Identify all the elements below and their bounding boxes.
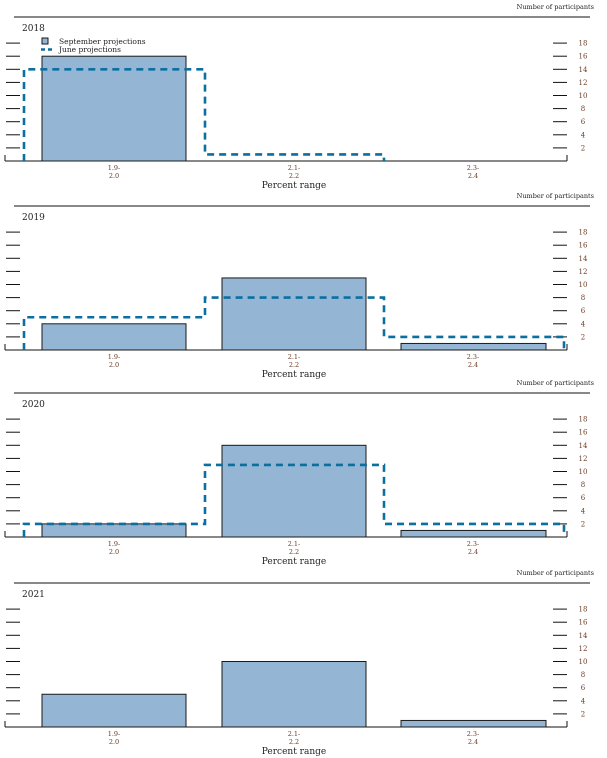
y-tick-label: 12 (579, 455, 588, 463)
y-tick-label: 12 (579, 268, 588, 276)
y-tick-label: 2 (581, 333, 585, 341)
x-tick-label: 2.0 (109, 738, 119, 746)
panel-title: 2018 (22, 24, 45, 34)
y-tick-label: 14 (579, 632, 588, 640)
x-tick-label: 1.9- (108, 540, 121, 548)
bar-september-2 (400, 342, 547, 351)
panel-2018: Number of participants 2018 2 4 6 8 10 12 14 16 18… (4, 3, 594, 191)
y-tick-label: 4 (581, 320, 586, 328)
x-axis-label: Percent range (262, 747, 326, 757)
y-tick-label: 8 (581, 671, 585, 679)
x-tick-label: 2.1- (288, 353, 301, 361)
y-tick-label: 14 (579, 442, 588, 450)
x-tick-label: 2.1- (288, 730, 301, 738)
y-tick-label: 10 (579, 92, 588, 100)
y-axis-label: Number of participants (517, 569, 594, 577)
x-tick-label: 1.9- (108, 164, 121, 172)
x-tick-label: 2.1- (288, 164, 301, 172)
y-tick-label: 18 (579, 606, 588, 614)
x-tick-label: 1.9- (108, 730, 121, 738)
y-tick-label: 4 (581, 507, 586, 515)
y-tick-label: 10 (579, 281, 588, 289)
x-tick-label: 2.4 (468, 548, 478, 556)
june-projection-line (22, 68, 386, 161)
x-tick-label: 2.3- (467, 540, 480, 548)
bar-september-1 (221, 277, 367, 351)
bar-september-2 (400, 529, 547, 538)
x-tick-label: 2.0 (109, 361, 119, 369)
x-tick-label: 2.4 (468, 738, 478, 746)
y-tick-label: 10 (579, 658, 588, 666)
panel-2021: Number of participants 2021 2 4 6 8 10 12 14 16 18… (4, 569, 594, 757)
y-tick-label: 2 (581, 520, 585, 528)
x-tick-label: 2.3- (467, 730, 480, 738)
panel-title: 2019 (22, 213, 45, 223)
x-tick-label: 1.9- (108, 353, 121, 361)
x-tick-label: 2.0 (109, 548, 119, 556)
y-tick-label: 8 (581, 294, 585, 302)
y-tick-label: 16 (579, 429, 588, 437)
y-tick-label: 8 (581, 481, 585, 489)
y-tick-label: 16 (579, 53, 588, 61)
legend-swatch-september (41, 37, 49, 45)
bar-september-2 (400, 719, 547, 728)
x-tick-label: 2.2 (289, 738, 299, 746)
june-projection-line (22, 296, 566, 350)
y-tick-label: 14 (579, 255, 588, 263)
y-tick-label: 6 (581, 684, 586, 692)
panel-title: 2020 (22, 400, 45, 410)
y-tick-label: 10 (579, 468, 588, 476)
y-tick-label: 2 (581, 710, 585, 718)
y-tick-label: 16 (579, 619, 588, 627)
y-tick-label: 2 (581, 144, 585, 152)
y-tick-label: 18 (579, 416, 588, 424)
june-projection-line (22, 463, 566, 537)
y-tick-label: 14 (579, 66, 588, 74)
x-axis-label: Percent range (262, 557, 326, 567)
x-tick-label: 2.4 (468, 172, 478, 180)
bar-september-0 (41, 693, 187, 728)
legend-label-september: September projections (59, 37, 146, 46)
bar-september-0 (41, 323, 187, 351)
bar-september-1 (221, 444, 367, 538)
bar-september-0 (41, 523, 187, 538)
y-tick-label: 18 (579, 40, 588, 48)
x-tick-label: 2.1- (288, 540, 301, 548)
y-tick-label: 12 (579, 645, 588, 653)
panel-2020: Number of participants 2020 2 4 6 8 10 12 14 16 18… (4, 379, 594, 567)
y-tick-label: 8 (581, 105, 585, 113)
y-tick-label: 6 (581, 307, 586, 315)
y-axis-label: Number of participants (517, 3, 594, 11)
y-tick-label: 16 (579, 242, 588, 250)
panel-2019: Number of participants 2019 2 4 6 8 10 12 14 16 18… (4, 192, 594, 380)
legend-label-june: June projections (58, 45, 121, 54)
y-tick-label: 12 (579, 79, 588, 87)
x-tick-label: 2.3- (467, 164, 480, 172)
y-tick-label: 6 (581, 494, 586, 502)
x-axis-label: Percent range (262, 370, 326, 380)
bar-september-1 (221, 661, 367, 728)
y-axis-label: Number of participants (517, 379, 594, 387)
x-tick-label: 2.2 (289, 548, 299, 556)
bar-september-0 (41, 55, 187, 162)
y-tick-label: 4 (581, 131, 586, 139)
y-tick-label: 6 (581, 118, 586, 126)
x-tick-label: 2.4 (468, 361, 478, 369)
x-tick-label: 2.3- (467, 353, 480, 361)
x-tick-label: 2.0 (109, 172, 119, 180)
x-axis-label: Percent range (262, 181, 326, 191)
y-axis-label: Number of participants (517, 192, 594, 200)
panel-title: 2021 (22, 590, 45, 600)
y-tick-label: 4 (581, 697, 586, 705)
x-tick-label: 2.2 (289, 361, 299, 369)
y-tick-label: 18 (579, 229, 588, 237)
x-tick-label: 2.2 (289, 172, 299, 180)
